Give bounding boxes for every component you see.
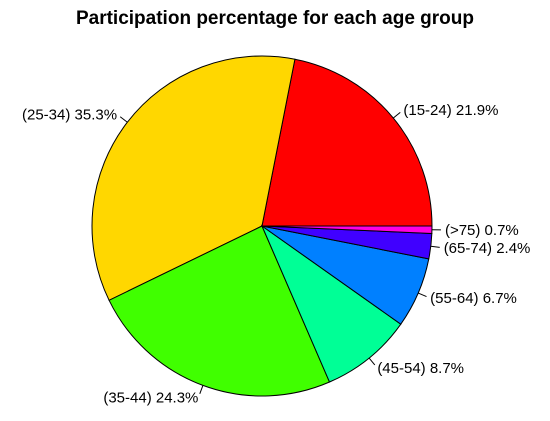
pie-slice-label: (>75) 0.7% (445, 222, 519, 239)
pie-label-leader (418, 292, 427, 298)
pie-label-leader (199, 385, 204, 395)
pie-slice-label: (15-24) 21.9% (403, 102, 498, 119)
pie-slice-35-44 (108, 225, 331, 397)
pie-slices (91, 55, 433, 397)
pie-slice-label: (45-54) 8.7% (377, 360, 464, 377)
chart-title: Participation percentage for each age gr… (76, 8, 474, 29)
pie-slice-label: (25-34) 35.3% (22, 106, 117, 123)
pie-slice-label: (35-44) 24.3% (103, 390, 198, 407)
pie-slice-25-34 (91, 55, 296, 301)
pie-slice-label: (65-74) 2.4% (444, 240, 531, 257)
pie-slice-15-24 (261, 58, 433, 227)
pie-slice-label: (55-64) 6.7% (430, 290, 517, 307)
pie-labels: (15-24) 21.9% (25-34) 35.3% (35-44) 24.3% (… (22, 102, 530, 407)
pie-label-leader (393, 111, 401, 119)
pie-label-leader (119, 116, 128, 123)
pie-label-leader (430, 245, 440, 248)
pie-slice-45-54 (260, 224, 402, 383)
pie-label-leader (368, 357, 376, 366)
